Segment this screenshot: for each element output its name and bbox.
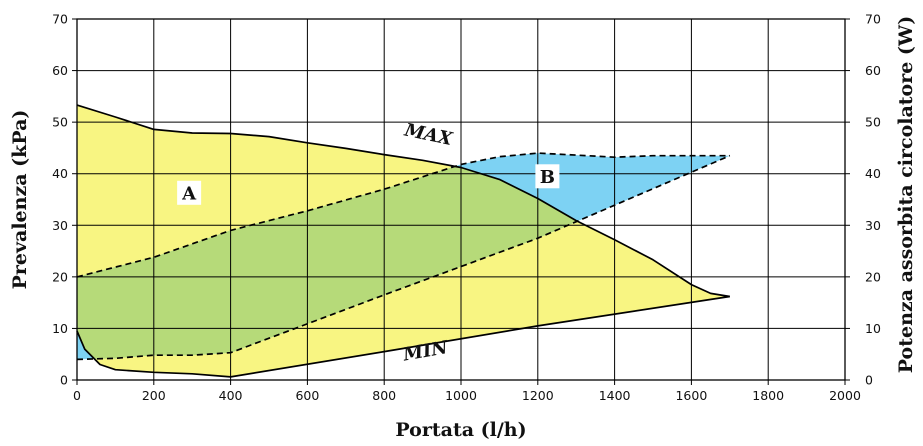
region-label-a: A [181, 183, 197, 204]
y2-tick-label: 70 [865, 12, 881, 27]
fill-layer [77, 105, 730, 377]
x-tick-label: 1200 [522, 388, 554, 403]
power-curve-2 [76, 152, 730, 278]
x-tick-label: 400 [219, 388, 243, 403]
y-tick-label: 0 [60, 373, 68, 388]
y2-tick-label: 30 [865, 218, 881, 233]
x-tick-label: 0 [73, 388, 81, 403]
x-tick-label: 600 [295, 388, 319, 403]
y2-axis-title: Potenza assorbita circolatore (W) [895, 16, 917, 373]
y-tick-label: 70 [52, 12, 68, 27]
y-tick-label: 60 [52, 63, 68, 78]
y-axis-title: Prevalenza (kPa) [9, 110, 31, 290]
x-tick-label: 1400 [599, 388, 631, 403]
y2-tick-label: 60 [865, 63, 881, 78]
x-tick-label: 1800 [752, 388, 784, 403]
max-curve [76, 104, 730, 298]
power-curve-3 [76, 154, 731, 361]
region-label-box [177, 180, 202, 205]
max-label: MAX [402, 119, 455, 150]
y2-tick-label: 10 [865, 321, 881, 336]
y-tick-label: 50 [52, 115, 68, 130]
y2-tick-label: 20 [865, 269, 881, 284]
region-label-box [535, 164, 560, 189]
grid-layer [72, 18, 850, 385]
y-tick-label: 20 [52, 269, 68, 284]
y2-tick-label: 40 [865, 166, 881, 181]
region-label-b: B [540, 167, 555, 188]
y-tick-label: 10 [52, 321, 68, 336]
x-tick-label: 1000 [445, 388, 477, 403]
x-tick-label: 800 [372, 388, 396, 403]
x-tick-label: 200 [142, 388, 166, 403]
x-axis-title: Portata (l/h) [395, 419, 526, 441]
x-tick-label: 2000 [829, 388, 861, 403]
x-tick-label: 1600 [675, 388, 707, 403]
y2-tick-label: 0 [865, 373, 873, 388]
y-tick-label: 30 [52, 218, 68, 233]
y-tick-label: 40 [52, 166, 68, 181]
plot-frame [76, 18, 846, 381]
label-layer: 0 200 400 600 800 1000 1200 1400 1600 1800 2000010… [9, 12, 917, 442]
y2-tick-label: 50 [865, 115, 881, 130]
curve-layer [76, 104, 731, 378]
min-curve [76, 295, 730, 378]
